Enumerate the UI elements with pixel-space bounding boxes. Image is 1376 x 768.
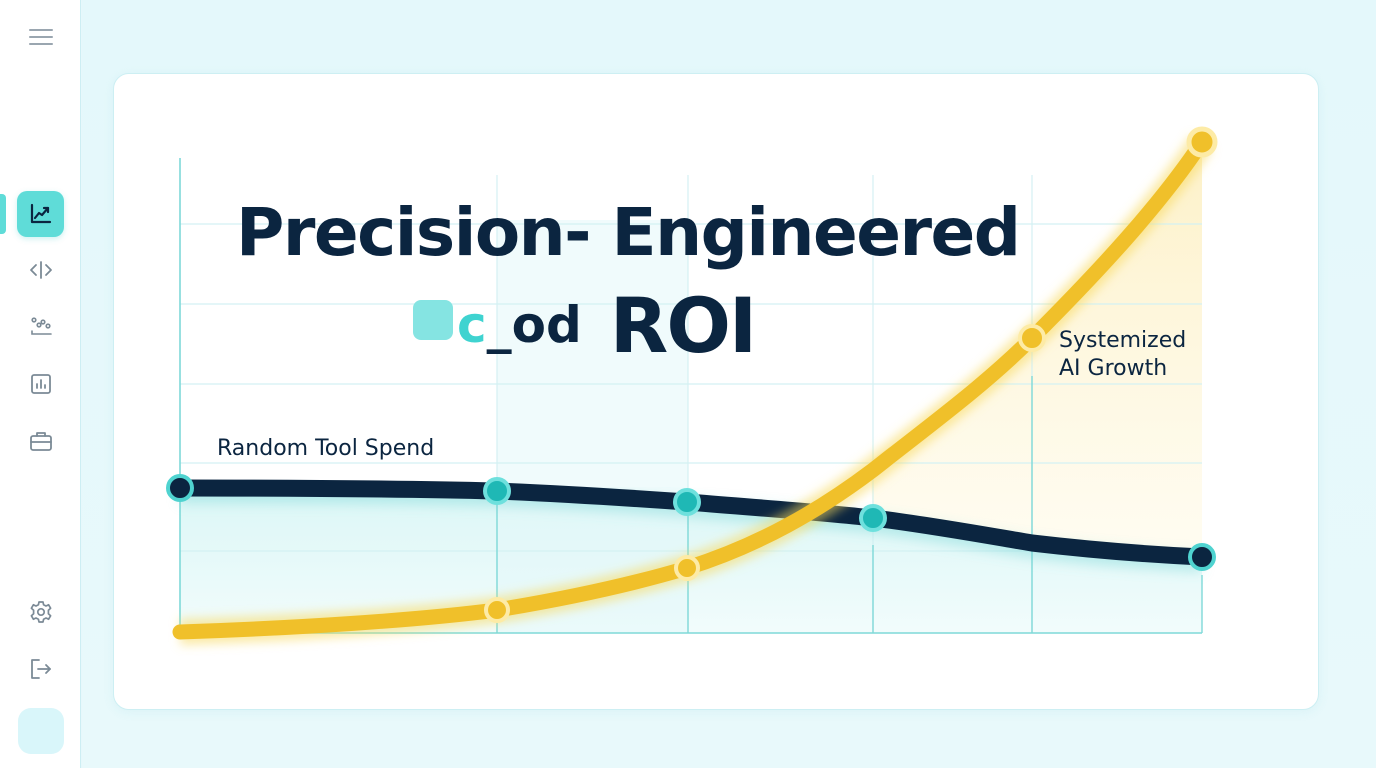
data-point [484,597,510,623]
roi-text: ROI [609,281,757,370]
sidebar-item-data-points[interactable] [17,304,64,350]
ai-growth-points [484,126,1218,623]
data-point [1186,126,1218,158]
hamburger-menu-icon [28,29,53,45]
sidebar-item-code[interactable] [17,247,64,293]
data-point [1018,324,1046,352]
sidebar [0,0,81,768]
page-subtitle: c _od ROI [413,281,757,370]
data-point [166,474,194,502]
series-label-line1: Systemized [1059,328,1187,353]
sidebar-item-analytics[interactable] [17,191,64,237]
random-spend-points [166,474,1216,571]
code-od-text: _od [486,296,582,354]
briefcase-icon [29,432,52,451]
trend-chart-icon [30,203,51,224]
bar-chart-icon [30,374,51,394]
data-point [674,555,700,581]
data-point [483,477,511,505]
code-c-text: c [457,296,487,354]
gear-icon [30,601,51,623]
code-icon [29,261,52,279]
code-chip-icon [413,300,453,340]
active-nav-marker [0,194,6,234]
scatter-plot-icon [30,317,52,335]
random-spend-line [171,479,1211,566]
sidebar-item-reports[interactable] [17,361,64,407]
data-point [1188,543,1216,571]
user-avatar[interactable] [18,708,64,754]
settings-button[interactable] [17,589,64,635]
series-label-random-tool-spend: Random Tool Spend [217,436,435,461]
data-point [859,504,887,532]
hamburger-menu-button[interactable] [17,14,64,60]
series-label-systemized-ai-growth: Systemized AI Growth [1059,327,1186,383]
series-label-line2: AI Growth [1059,356,1168,381]
logout-button[interactable] [17,646,64,692]
ai-growth-line [172,134,1210,640]
logout-icon [30,659,51,679]
page-title: Precision- Engineered [236,194,1021,271]
data-point [673,488,701,516]
sidebar-item-portfolio[interactable] [17,418,64,464]
